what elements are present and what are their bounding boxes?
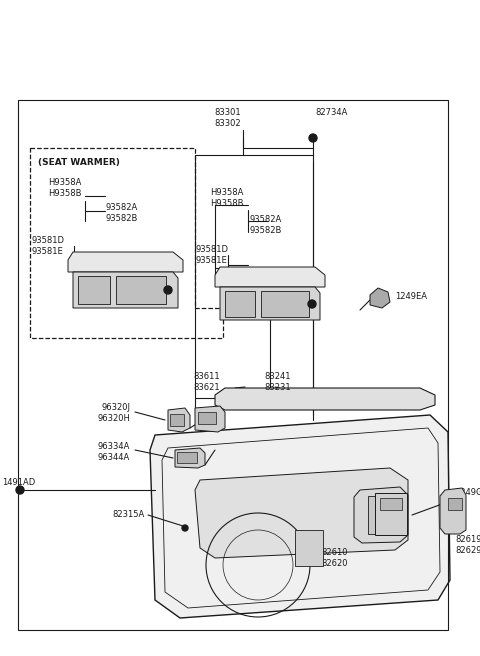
Polygon shape bbox=[215, 388, 435, 410]
Bar bbox=[375, 493, 407, 535]
Text: 82734A: 82734A bbox=[315, 108, 348, 117]
Text: H9358A
H9358B: H9358A H9358B bbox=[210, 188, 243, 208]
Polygon shape bbox=[168, 408, 190, 432]
Polygon shape bbox=[220, 287, 320, 320]
Text: 93582A
93582B: 93582A 93582B bbox=[250, 215, 282, 235]
Polygon shape bbox=[175, 448, 205, 468]
Text: 96334A
96344A: 96334A 96344A bbox=[97, 442, 130, 462]
Bar bbox=[368, 496, 396, 534]
Text: 82315A: 82315A bbox=[113, 510, 145, 519]
Text: 1249EA: 1249EA bbox=[395, 292, 427, 301]
Bar bbox=[198, 412, 216, 424]
Text: 83241
83231: 83241 83231 bbox=[264, 372, 290, 392]
Polygon shape bbox=[215, 267, 325, 287]
Circle shape bbox=[164, 286, 172, 294]
Bar bbox=[261, 291, 309, 317]
Bar bbox=[170, 414, 184, 426]
Text: 93581D
93581E: 93581D 93581E bbox=[196, 245, 229, 265]
Polygon shape bbox=[195, 468, 408, 558]
Text: 1249GE: 1249GE bbox=[455, 488, 480, 497]
Circle shape bbox=[309, 134, 317, 142]
Bar bbox=[116, 276, 166, 304]
Text: 93581D
93581E: 93581D 93581E bbox=[32, 236, 65, 256]
Polygon shape bbox=[354, 487, 408, 543]
Bar bbox=[177, 452, 197, 463]
Polygon shape bbox=[150, 415, 450, 618]
Text: 82619
82629: 82619 82629 bbox=[455, 535, 480, 555]
Text: H9358A
H9358B: H9358A H9358B bbox=[48, 178, 82, 198]
Bar bbox=[295, 530, 323, 566]
Bar bbox=[18, 100, 448, 630]
Polygon shape bbox=[195, 406, 225, 432]
Text: 96320J
96320H: 96320J 96320H bbox=[97, 403, 130, 423]
Polygon shape bbox=[73, 272, 178, 308]
Text: 1491AD: 1491AD bbox=[2, 478, 35, 487]
Circle shape bbox=[182, 525, 188, 531]
Circle shape bbox=[16, 486, 24, 494]
Text: 82610
82620: 82610 82620 bbox=[322, 548, 348, 568]
Bar bbox=[448, 498, 462, 510]
Text: 83301
83302: 83301 83302 bbox=[215, 108, 241, 128]
Circle shape bbox=[308, 300, 316, 308]
Bar bbox=[78, 276, 110, 304]
Text: 83611
83621: 83611 83621 bbox=[193, 372, 220, 392]
Polygon shape bbox=[370, 288, 390, 308]
Bar bbox=[225, 291, 255, 317]
Text: (SEAT WARMER): (SEAT WARMER) bbox=[38, 158, 120, 167]
Bar bbox=[380, 498, 402, 510]
Text: 93582A
93582B: 93582A 93582B bbox=[106, 203, 138, 223]
Polygon shape bbox=[68, 252, 183, 272]
Polygon shape bbox=[440, 488, 466, 534]
